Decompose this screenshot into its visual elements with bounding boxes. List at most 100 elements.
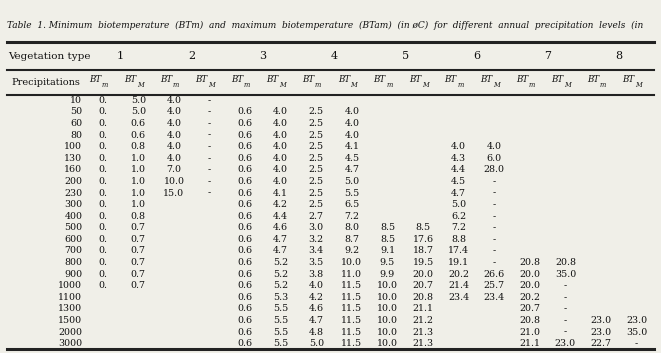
Text: -: - (564, 281, 567, 290)
Text: 20.8: 20.8 (412, 293, 434, 302)
Text: 4.0: 4.0 (167, 131, 181, 140)
Text: 1100: 1100 (58, 293, 83, 302)
Text: 3.4: 3.4 (309, 246, 324, 256)
Text: 4.7: 4.7 (344, 165, 360, 174)
Text: 0.6: 0.6 (237, 177, 253, 186)
Text: 23.0: 23.0 (590, 316, 611, 325)
Text: 20.0: 20.0 (520, 281, 540, 290)
Text: 4.0: 4.0 (273, 165, 288, 174)
Text: 600: 600 (64, 235, 83, 244)
Text: 9.2: 9.2 (344, 246, 360, 256)
Text: 0.6: 0.6 (237, 316, 253, 325)
Text: 21.3: 21.3 (412, 339, 434, 348)
Text: 23.0: 23.0 (555, 339, 576, 348)
Text: 8.5: 8.5 (380, 223, 395, 232)
Text: BT: BT (338, 75, 350, 84)
Text: 10.0: 10.0 (377, 293, 398, 302)
Text: 3.5: 3.5 (309, 258, 324, 267)
Text: 50: 50 (70, 107, 83, 116)
Text: 160: 160 (64, 165, 83, 174)
Text: 4.7: 4.7 (309, 316, 324, 325)
Text: m: m (244, 81, 250, 89)
Text: 2.5: 2.5 (309, 165, 324, 174)
Text: 21.4: 21.4 (448, 281, 469, 290)
Text: 20.7: 20.7 (412, 281, 434, 290)
Text: 5.0: 5.0 (309, 339, 324, 348)
Text: 0.6: 0.6 (237, 235, 253, 244)
Text: 21.3: 21.3 (412, 328, 434, 337)
Text: 0.6: 0.6 (237, 165, 253, 174)
Text: 5.0: 5.0 (344, 177, 360, 186)
Text: 0.7: 0.7 (131, 281, 146, 290)
Text: M: M (208, 81, 215, 89)
Text: 5.0: 5.0 (451, 200, 466, 209)
Text: 1.0: 1.0 (131, 200, 146, 209)
Text: 20.0: 20.0 (412, 270, 434, 279)
Text: 0.6: 0.6 (237, 293, 253, 302)
Text: 4.3: 4.3 (451, 154, 466, 163)
Text: -: - (208, 96, 211, 105)
Text: BT: BT (623, 75, 635, 84)
Text: 0.: 0. (98, 246, 107, 256)
Text: 800: 800 (64, 258, 83, 267)
Text: Vegetation type: Vegetation type (8, 52, 91, 61)
Text: m: m (173, 81, 179, 89)
Text: 11.0: 11.0 (341, 270, 362, 279)
Text: 0.: 0. (98, 119, 107, 128)
Text: 1: 1 (117, 51, 124, 61)
Text: 4.1: 4.1 (273, 189, 288, 198)
Text: 20.0: 20.0 (520, 270, 540, 279)
Text: 2.5: 2.5 (309, 131, 324, 140)
Text: 0.6: 0.6 (237, 200, 253, 209)
Text: Precipitations: Precipitations (11, 78, 80, 87)
Text: 2.5: 2.5 (309, 154, 324, 163)
Text: 4.0: 4.0 (167, 142, 181, 151)
Text: 0.: 0. (98, 189, 107, 198)
Text: 0.: 0. (98, 212, 107, 221)
Text: 4.6: 4.6 (309, 304, 324, 313)
Text: 0.: 0. (98, 223, 107, 232)
Text: -: - (564, 328, 567, 337)
Text: 9.9: 9.9 (380, 270, 395, 279)
Text: 0.6: 0.6 (237, 119, 253, 128)
Text: 7.2: 7.2 (451, 223, 466, 232)
Text: 4.4: 4.4 (273, 212, 288, 221)
Text: 0.: 0. (98, 154, 107, 163)
Text: 0.7: 0.7 (131, 223, 146, 232)
Text: 4.7: 4.7 (451, 189, 466, 198)
Text: 4.0: 4.0 (167, 154, 181, 163)
Text: 3.0: 3.0 (309, 223, 324, 232)
Text: 0.: 0. (98, 281, 107, 290)
Text: 900: 900 (64, 270, 83, 279)
Text: BT: BT (587, 75, 599, 84)
Text: 0.6: 0.6 (237, 131, 253, 140)
Text: BT: BT (551, 75, 563, 84)
Text: BT: BT (409, 75, 421, 84)
Text: -: - (208, 107, 211, 116)
Text: 3.2: 3.2 (309, 235, 324, 244)
Text: 4.0: 4.0 (273, 177, 288, 186)
Text: 0.6: 0.6 (237, 189, 253, 198)
Text: 26.6: 26.6 (484, 270, 505, 279)
Text: M: M (280, 81, 286, 89)
Text: 3.8: 3.8 (309, 270, 324, 279)
Text: 4.0: 4.0 (273, 131, 288, 140)
Text: BT: BT (89, 75, 100, 84)
Text: -: - (564, 316, 567, 325)
Text: 6: 6 (473, 51, 480, 61)
Text: -: - (208, 131, 211, 140)
Text: BT: BT (266, 75, 279, 84)
Text: 0.6: 0.6 (237, 142, 253, 151)
Text: 8: 8 (615, 51, 623, 61)
Text: 4.5: 4.5 (344, 154, 360, 163)
Text: -: - (492, 235, 496, 244)
Text: 5.2: 5.2 (273, 270, 288, 279)
Text: 2.5: 2.5 (309, 200, 324, 209)
Text: 20.8: 20.8 (520, 258, 540, 267)
Text: m: m (600, 81, 606, 89)
Text: -: - (492, 177, 496, 186)
Text: 0.7: 0.7 (131, 270, 146, 279)
Text: M: M (422, 81, 428, 89)
Text: 5.5: 5.5 (344, 189, 360, 198)
Text: 2000: 2000 (58, 328, 83, 337)
